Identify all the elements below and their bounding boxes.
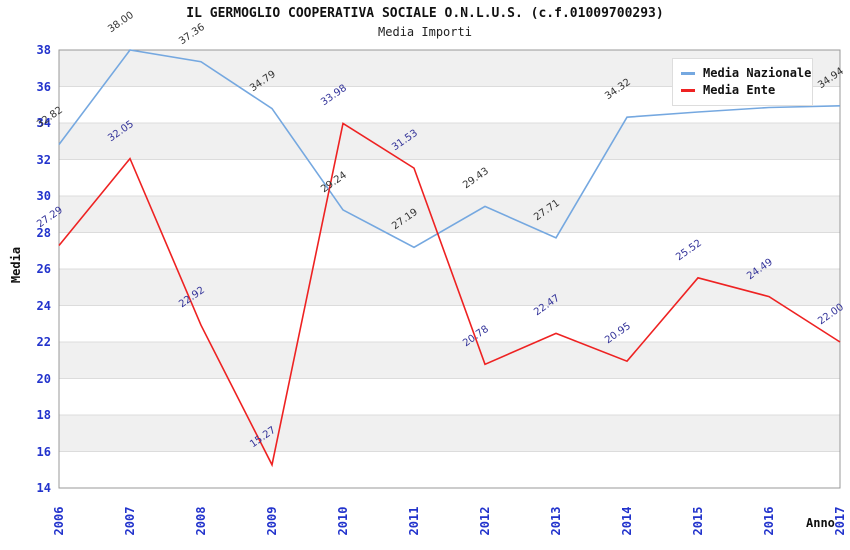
x-tick-label: 2012 [478, 506, 492, 536]
legend-swatch-nazionale-icon [681, 71, 695, 75]
x-axis-title: Anno [806, 516, 835, 530]
series-line-media-nazionale [58, 49, 841, 249]
band [59, 342, 840, 379]
y-tick-label: 22 [36, 335, 51, 349]
x-tick-label: 2016 [762, 506, 776, 536]
y-tick-label: 38 [36, 43, 51, 57]
x-tick-label: 2014 [620, 506, 634, 536]
y-tick-label: 32 [36, 152, 51, 167]
y-tick-label: 36 [36, 79, 51, 94]
y-tick-label: 20 [36, 371, 51, 386]
chart-subtitle: Media Importi [378, 25, 472, 39]
y-tick-label: 16 [36, 444, 51, 459]
y-tick-label: 28 [36, 225, 51, 240]
x-tick-label: 2008 [194, 506, 208, 536]
y-tick-label: 26 [36, 262, 51, 276]
y-tick-label: 34 [36, 116, 51, 130]
x-tick-label: 2011 [407, 506, 421, 536]
legend-swatch-ente-icon [681, 88, 695, 92]
y-tick-label: 18 [36, 408, 51, 422]
y-tick-label: 24 [36, 298, 51, 313]
x-tick-label: 2010 [336, 506, 350, 536]
x-tick-label: 2013 [549, 506, 563, 536]
x-tick-label: 2015 [691, 506, 705, 536]
y-tick-label: 30 [36, 189, 51, 203]
legend-item-media-nazionale: Media Nazionale [681, 65, 811, 81]
chart-title: IL GERMOGLIO COOPERATIVA SOCIALE O.N.L.U… [186, 6, 664, 21]
y-tick-label: 14 [36, 481, 51, 495]
x-tick-label: 2006 [52, 506, 66, 536]
band [59, 415, 840, 452]
legend-item-media-ente: Media Ente [681, 82, 804, 98]
legend-label: Media Nazionale [703, 66, 812, 80]
x-tick-label: 2009 [265, 506, 279, 536]
series-line-media-ente [58, 122, 841, 468]
legend: Media Nazionale Media Ente [672, 58, 813, 106]
band [59, 269, 840, 306]
x-tick-label: 2007 [123, 506, 137, 536]
plot-border [58, 49, 841, 489]
y-axis-title: Media [9, 246, 23, 284]
x-tick-label: 2017 [833, 506, 847, 536]
band [59, 123, 840, 160]
legend-label: Media Ente [703, 83, 776, 97]
